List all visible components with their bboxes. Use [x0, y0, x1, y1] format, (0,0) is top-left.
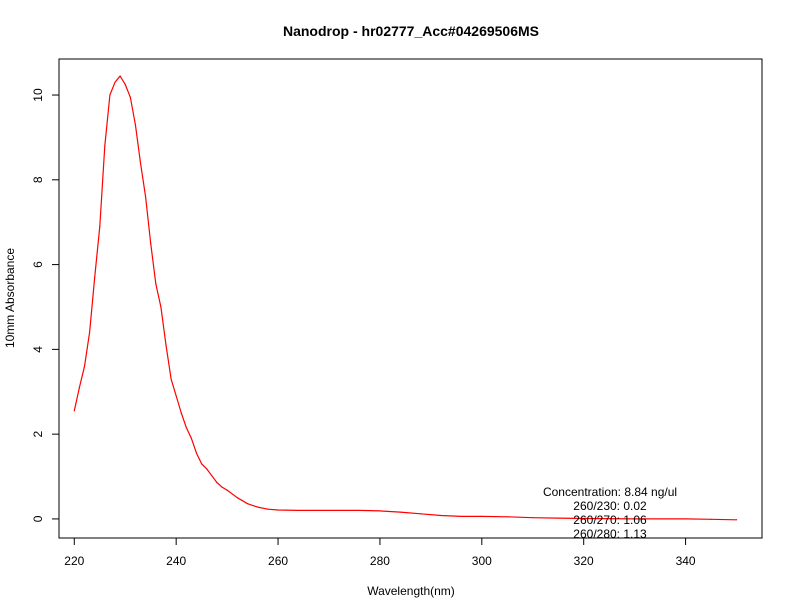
data-point: [506, 516, 508, 518]
absorbance-series-line: [73, 75, 737, 521]
x-tick-label: 340: [676, 554, 696, 568]
data-point: [358, 509, 361, 512]
y-tick-label: 4: [31, 346, 45, 353]
data-point: [226, 489, 228, 491]
series-points: [73, 75, 738, 521]
data-point: [634, 518, 636, 520]
data-point: [150, 242, 152, 244]
data-point: [180, 412, 182, 414]
data-point: [78, 386, 80, 389]
plot-frame: [58, 58, 763, 539]
data-point: [145, 196, 147, 198]
data-point: [134, 124, 137, 126]
x-tick-label: 320: [574, 554, 594, 568]
ratio-260-230-text: 260/230: 0.02: [573, 499, 647, 513]
data-point: [267, 508, 269, 510]
data-point: [735, 519, 738, 521]
x-tick-label: 280: [370, 554, 390, 568]
data-point: [139, 162, 142, 164]
data-point: [73, 410, 75, 412]
data-point: [257, 506, 259, 508]
ratio-260-280-text: 260/280: 1.13: [573, 527, 647, 541]
data-point: [94, 276, 96, 278]
data-point: [99, 225, 101, 228]
data-point: [109, 94, 111, 96]
data-point: [185, 427, 187, 429]
concentration-text: Concentration: 8.84 ng/ul: [543, 485, 677, 499]
stats-annotation: Concentration: 8.84 ng/ul 260/230: 0.02 …: [543, 485, 677, 541]
data-point: [124, 83, 126, 86]
data-point: [277, 509, 279, 511]
data-point: [460, 515, 463, 517]
data-point: [221, 486, 223, 488]
data-point: [155, 283, 157, 285]
data-point: [399, 511, 401, 513]
x-axis: 220 240 260 280 300 320 340: [64, 538, 696, 568]
data-point: [104, 145, 106, 147]
data-point: [297, 509, 300, 512]
x-tick-label: 240: [166, 554, 186, 568]
data-point: [710, 518, 712, 520]
chart-title: Nanodrop - hr02777_Acc#04269506MS: [283, 23, 539, 39]
ratio-260-270-text: 260/270: 1.06: [573, 513, 647, 527]
data-point: [338, 509, 340, 512]
x-axis-label: Wavelength(nm): [367, 584, 455, 598]
data-point: [129, 96, 131, 98]
data-point: [165, 344, 167, 346]
y-axis-label: 10mm Absorbance: [3, 248, 17, 348]
data-point: [83, 365, 86, 367]
data-point: [206, 468, 208, 470]
data-point: [119, 75, 121, 77]
data-point: [211, 475, 213, 477]
data-point: [114, 81, 116, 83]
x-tick-label: 260: [268, 554, 288, 568]
data-point: [236, 497, 238, 499]
data-point: [170, 378, 172, 380]
x-tick-label: 300: [472, 554, 492, 568]
data-point: [684, 518, 687, 520]
data-point: [420, 513, 422, 515]
y-tick-label: 0: [31, 515, 45, 522]
data-point: [583, 517, 585, 520]
data-point: [201, 463, 203, 465]
y-tick-label: 2: [31, 430, 45, 437]
y-tick-label: 10: [31, 88, 45, 102]
data-point: [532, 517, 534, 519]
data-point: [175, 395, 177, 397]
data-point: [190, 437, 193, 439]
data-point: [318, 509, 320, 512]
y-axis: 0 2 4 6 8 10: [31, 88, 59, 522]
data-point: [379, 510, 381, 512]
x-tick-label: 220: [64, 554, 84, 568]
data-point: [216, 481, 218, 484]
data-point: [195, 452, 198, 454]
data-point: [557, 517, 559, 519]
data-point: [481, 515, 483, 517]
data-point: [440, 514, 442, 517]
y-tick-label: 6: [31, 261, 45, 268]
data-point: [88, 331, 91, 334]
data-point: [160, 306, 162, 308]
y-tick-label: 8: [31, 176, 45, 183]
data-point: [246, 503, 249, 505]
